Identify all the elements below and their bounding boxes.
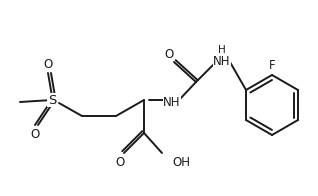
Text: S: S: [48, 93, 56, 106]
Text: F: F: [269, 58, 275, 72]
Text: O: O: [43, 57, 52, 71]
Text: OH: OH: [172, 155, 190, 169]
Text: O: O: [31, 128, 40, 141]
Text: NH: NH: [213, 54, 231, 67]
Text: H: H: [218, 45, 226, 55]
Text: O: O: [164, 47, 174, 61]
Text: O: O: [115, 155, 125, 169]
Text: NH: NH: [163, 95, 181, 109]
